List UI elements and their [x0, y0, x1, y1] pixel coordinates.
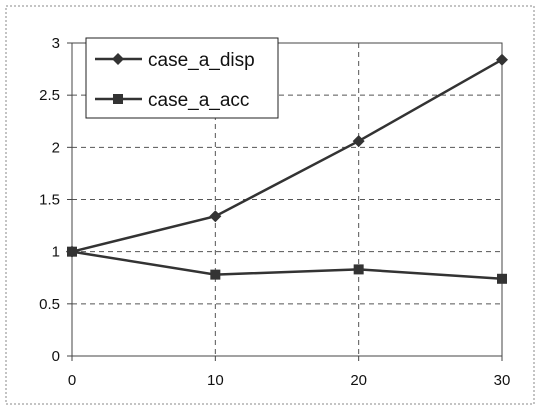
y-tick-label: 0.5: [39, 296, 60, 313]
data-point-case_a_acc-0: [67, 246, 77, 257]
x-tick-label: 0: [68, 372, 76, 389]
legend-label-case_a_acc: case_a_acc: [148, 90, 249, 111]
y-tick-label: 0: [52, 348, 60, 365]
y-tick-label: 2: [52, 139, 60, 156]
x-tick-label: 10: [207, 372, 224, 389]
x-tick-label: 20: [350, 372, 367, 389]
legend-label-case_a_disp: case_a_disp: [148, 50, 255, 71]
y-tick-label: 1: [52, 244, 60, 261]
y-tick-label: 2.5: [39, 87, 60, 104]
data-point-case_a_acc-10: [210, 269, 221, 280]
legend-marker-case_a_disp: [112, 53, 124, 65]
data-point-case_a_disp-30: [496, 53, 508, 66]
data-point-case_a_disp-10: [209, 210, 222, 223]
data-point-case_a_acc-30: [497, 273, 507, 284]
data-point-case_a_acc-20: [353, 264, 364, 275]
legend-marker-case_a_acc: [113, 94, 123, 104]
y-tick-label: 3: [52, 35, 60, 52]
series-line-case_a_acc: [71, 250, 503, 281]
legend-box: [85, 37, 279, 119]
y-tick-label: 1.5: [39, 192, 60, 209]
data-point-case_a_disp-20: [352, 135, 365, 148]
series-line-case_a_disp: [71, 58, 503, 253]
x-tick-label: 30: [494, 372, 511, 389]
